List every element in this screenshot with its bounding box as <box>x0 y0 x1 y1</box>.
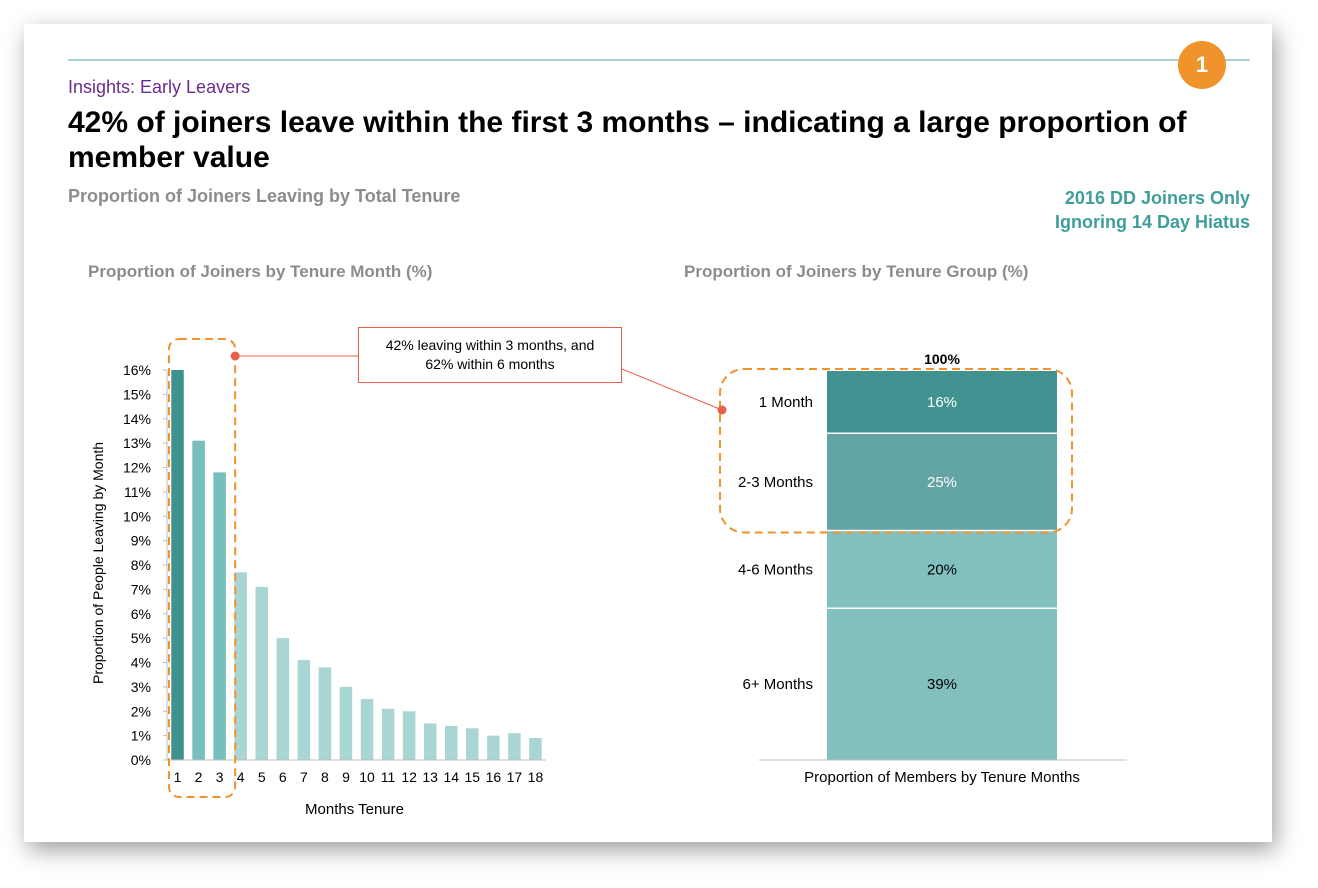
callout-line1: 42% leaving within 3 months, and <box>385 337 595 353</box>
bar-month-18 <box>529 738 542 760</box>
bar-month-17 <box>508 733 521 760</box>
x-tick-label: 14 <box>443 769 459 785</box>
segment-category-label: 6+ Months <box>743 676 813 693</box>
bar-month-15 <box>466 728 479 760</box>
x-tick-label: 1 <box>174 769 182 785</box>
bar-month-16 <box>487 735 500 760</box>
bar-month-14 <box>445 725 458 760</box>
y-axis-title: Proportion of People Leaving by Month <box>90 442 106 684</box>
bar-month-4 <box>234 572 247 760</box>
total-label: 100% <box>924 351 960 367</box>
x-tick-label: 18 <box>528 769 544 785</box>
y-tick-label: 11% <box>124 484 151 500</box>
highlight-box-months-1-3 <box>168 338 237 798</box>
y-tick-label: 10% <box>123 508 151 524</box>
section-kicker: Insights: Early Leavers <box>68 77 251 97</box>
segment-6-months <box>827 608 1057 760</box>
x-tick-label: 11 <box>381 769 396 785</box>
x-tick-label: 13 <box>422 769 438 785</box>
x-tick-label: 6 <box>279 769 287 785</box>
scope-note-line2: Ignoring 14 Day Hiatus <box>1054 212 1250 232</box>
y-tick-label: 4% <box>131 655 151 671</box>
x-tick-label: 5 <box>258 769 266 785</box>
y-tick-label: 6% <box>131 606 151 622</box>
bar-month-7 <box>297 660 311 760</box>
monthly-tenure-chart: 0%1%2%3%4%5%6%7%8%9%10%11%12%13%14%15%16… <box>90 338 546 818</box>
bar-month-5 <box>255 586 268 760</box>
right-chart-title: Proportion of Joiners by Tenure Group (%… <box>684 262 1029 281</box>
segment-category-label: 4-6 Months <box>738 561 813 578</box>
y-tick-label: 9% <box>131 533 151 549</box>
x-axis-title: Months Tenure <box>305 801 404 818</box>
x-tick-label: 10 <box>359 769 375 785</box>
y-tick-label: 8% <box>131 557 151 573</box>
bar-month-11 <box>381 708 395 760</box>
bar-month-8 <box>318 667 332 760</box>
segment-2-3-months <box>827 433 1057 531</box>
x-tick-label: 3 <box>216 769 224 785</box>
top-divider <box>68 59 1250 61</box>
x-tick-label: 12 <box>401 769 417 785</box>
x-axis-title: Proportion of Members by Tenure Months <box>804 769 1080 786</box>
segment-value-label: 25% <box>927 474 957 491</box>
segment-4-6-months <box>827 530 1057 609</box>
segment-value-label: 39% <box>927 676 957 693</box>
scope-note: 2016 DD Joiners Only Ignoring 14 Day Hia… <box>1055 186 1250 234</box>
x-tick-label: 9 <box>342 769 350 785</box>
x-tick-label: 4 <box>237 769 245 785</box>
y-tick-label: 5% <box>131 630 151 646</box>
y-tick-label: 2% <box>131 703 151 719</box>
segment-category-label: 1 Month <box>759 394 813 411</box>
callout-connector-dot-right <box>717 405 727 415</box>
tenure-group-chart: 16% 1 Month 25% 2-3 Months 20% 4-6 Months 39% 6… <box>621 351 1127 786</box>
callout-connector-dot-left <box>230 351 240 361</box>
slide: 1 Insights: Early Leavers 42% of joiners… <box>24 24 1272 842</box>
x-tick-label: 17 <box>507 769 523 785</box>
x-tick-label: 7 <box>300 769 308 785</box>
y-tick-label: 0% <box>131 752 151 768</box>
y-tick-label: 3% <box>131 679 151 695</box>
segment-value-label: 16% <box>927 394 957 411</box>
y-tick-label: 13% <box>123 435 151 451</box>
x-tick-label: 15 <box>465 769 481 785</box>
y-tick-label: 1% <box>131 728 151 744</box>
segment-1-month <box>827 371 1057 434</box>
page-title: 42% of joiners leave within the first 3 … <box>68 106 1187 174</box>
callout-connector-right <box>621 368 723 411</box>
x-tick-label: 16 <box>486 769 502 785</box>
bar-month-10 <box>360 699 374 760</box>
scope-note-line1: 2016 DD Joiners Only <box>1064 188 1250 208</box>
y-tick-label: 7% <box>131 581 151 597</box>
left-chart-title: Proportion of Joiners by Tenure Month (%… <box>88 262 433 281</box>
y-tick-label: 16% <box>123 362 151 378</box>
bar-month-2 <box>192 440 205 760</box>
y-tick-label: 15% <box>123 386 151 402</box>
page-number-badge: 1 <box>1178 41 1226 89</box>
bar-month-1 <box>171 370 184 760</box>
x-tick-label: 8 <box>321 769 329 785</box>
segment-value-label: 20% <box>927 561 957 578</box>
bar-month-3 <box>213 472 226 760</box>
bar-month-12 <box>402 711 416 760</box>
bar-month-13 <box>423 723 437 760</box>
bar-month-9 <box>339 686 353 760</box>
y-tick-label: 12% <box>123 460 151 476</box>
subtitle: Proportion of Joiners Leaving by Total T… <box>68 186 461 206</box>
bar-month-6 <box>276 638 290 760</box>
callout-line2: 62% within 6 months <box>425 356 555 372</box>
segment-category-label: 2-3 Months <box>738 474 813 491</box>
y-tick-label: 14% <box>123 411 151 427</box>
x-tick-label: 2 <box>195 769 203 785</box>
callout-box: 42% leaving within 3 months, and 62% wit… <box>358 327 622 383</box>
